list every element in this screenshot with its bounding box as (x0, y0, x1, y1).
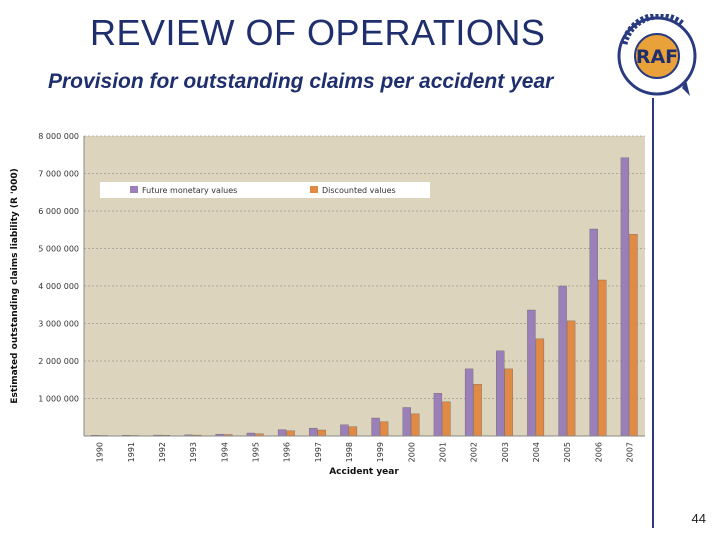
y-axis-title: Estimated outstanding claims liability (… (10, 168, 20, 403)
bar-discounted-1999 (379, 421, 389, 437)
legend-label-discounted: Discounted values (322, 186, 396, 195)
y-tick-label: 3 000 000 (38, 320, 79, 329)
bar-discounted-2007 (629, 234, 638, 437)
bar-future-1998 (340, 424, 349, 437)
x-tick-label: 1992 (158, 442, 167, 462)
bar-future-2007 (620, 157, 630, 437)
legend: Future monetary values Discounted values (100, 182, 430, 198)
x-tick-label: 1991 (127, 442, 136, 462)
bar-discounted-2005 (566, 320, 576, 437)
x-tick-label: 2002 (470, 442, 479, 462)
x-tick-label: 2003 (501, 442, 510, 462)
bar-discounted-1998 (348, 426, 358, 437)
x-axis-title: Accident year (329, 467, 399, 477)
x-tick-label: 1996 (283, 442, 292, 462)
bar-future-2003 (496, 350, 505, 437)
page-number: 44 (691, 511, 706, 526)
x-tick-label: 2007 (625, 442, 634, 462)
x-tick-labels: 1990 1991 1992 1993 1994 1995 1996 1997 1998 1999… (96, 442, 635, 462)
x-tick-label: 2005 (563, 442, 572, 462)
slide-subtitle: Provision for outstanding claims per acc… (48, 70, 554, 93)
x-tick-label: 2000 (407, 442, 416, 462)
legend-label-future: Future monetary values (142, 186, 237, 195)
x-tick-label: 2006 (594, 442, 603, 462)
bar-future-2006 (589, 228, 598, 437)
x-tick-label: 2004 (532, 442, 541, 462)
x-tick-label: 1999 (376, 442, 385, 462)
vertical-divider (652, 98, 654, 528)
bar-discounted-1997 (317, 429, 326, 437)
x-tick-label: 1994 (220, 442, 229, 462)
bar-discounted-2002 (473, 384, 482, 437)
bar-future-2005 (558, 285, 567, 437)
bar-future-1999 (371, 417, 380, 437)
x-tick-label: 1995 (251, 442, 260, 462)
x-tick-label: 1990 (96, 442, 105, 462)
legend-swatch-future (130, 186, 138, 193)
bar-discounted-2004 (535, 338, 545, 437)
raf-logo: RAF (617, 14, 697, 96)
slide-title: REVIEW OF OPERATIONS (90, 12, 546, 53)
y-tick-label: 2 000 000 (38, 357, 79, 366)
bar-future-1997 (309, 427, 318, 437)
bar-discounted-2001 (442, 401, 451, 437)
y-tick-label: 1 000 000 (38, 395, 79, 404)
svg-text:RAF: RAF (636, 46, 678, 68)
bar-discounted-1996 (286, 430, 295, 437)
x-tick-label: 1997 (314, 442, 323, 462)
bar-future-2000 (402, 407, 411, 437)
grid-lines (84, 135, 645, 399)
bar-discounted-2006 (598, 279, 607, 437)
legend-swatch-discounted (310, 186, 318, 193)
y-tick-label: 7 000 000 (38, 170, 79, 179)
bar-future-2004 (527, 309, 536, 437)
bar-discounted-2003 (504, 368, 513, 437)
bar-future-2001 (433, 393, 443, 437)
bar-future-1996 (277, 429, 287, 437)
y-tick-label: 8 000 000 (38, 132, 79, 141)
y-tick-label: 4 000 000 (38, 282, 79, 291)
claims-bar-chart: 1 000 000 2 000 000 3 000 000 4 000 000 5 00… (10, 132, 645, 477)
x-tick-label: 2001 (438, 442, 447, 462)
y-tick-label: 5 000 000 (38, 245, 79, 254)
bar-future-2002 (464, 368, 474, 437)
x-tick-label: 1993 (189, 442, 198, 462)
x-tick-label: 1998 (345, 442, 354, 462)
y-tick-label: 6 000 000 (38, 207, 79, 216)
legend-box (100, 182, 430, 198)
y-tick-labels: 1 000 000 2 000 000 3 000 000 4 000 000 5 00… (38, 132, 79, 404)
bar-discounted-2000 (411, 413, 420, 437)
